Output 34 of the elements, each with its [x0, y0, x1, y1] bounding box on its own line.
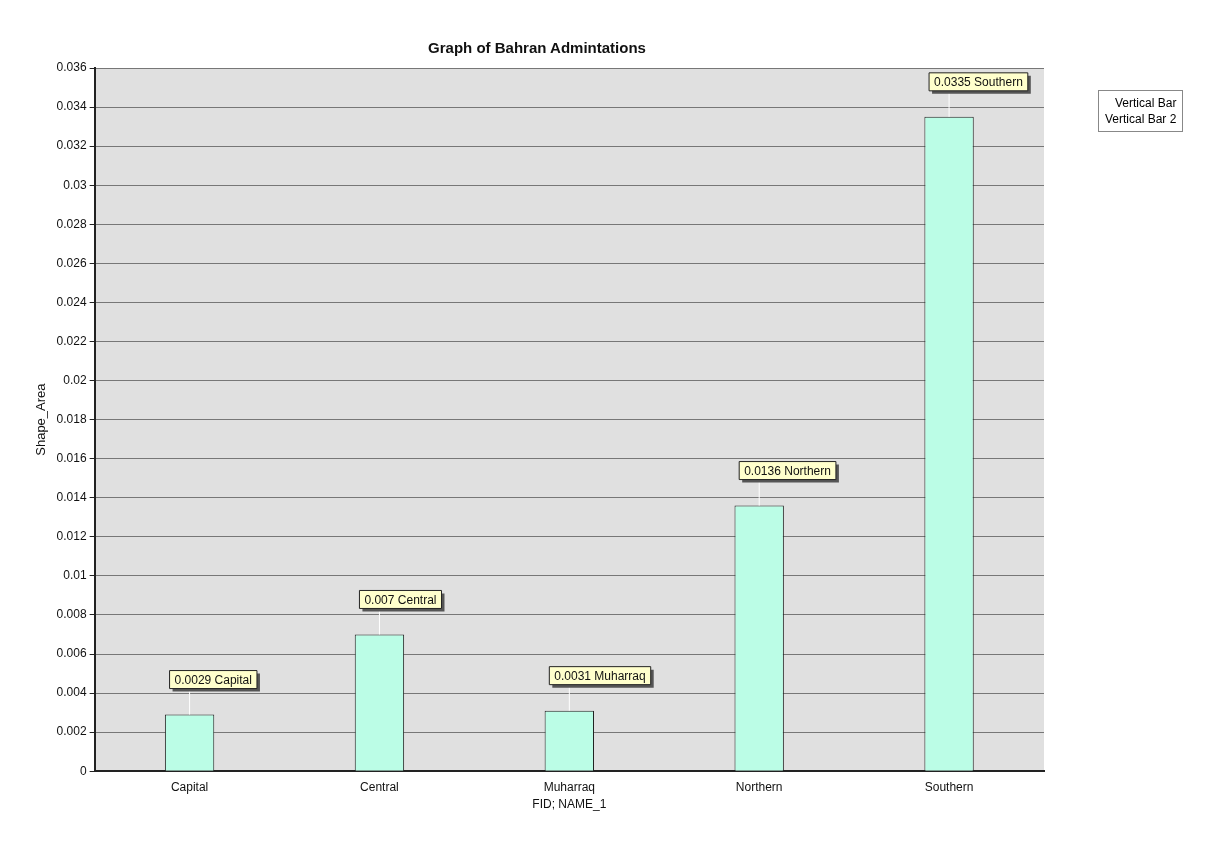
y-tick-label: 0.02	[63, 372, 87, 387]
y-tick-label: 0.03	[63, 177, 87, 192]
y-tick-label: 0.004	[56, 685, 87, 700]
y-tick-label: 0.028	[56, 216, 87, 231]
chart-title: Graph of Bahran Admintations	[428, 39, 646, 57]
y-tick-label: 0.012	[56, 529, 87, 544]
y-tick-label: 0.024	[56, 294, 87, 309]
x-tick-label: Southern	[924, 779, 974, 794]
y-tick-label: 0.002	[56, 724, 87, 739]
y-tick-label: 0.014	[56, 490, 87, 505]
y-tick-label: 0.022	[56, 333, 87, 348]
y-axis-title: Shape_Area	[33, 382, 49, 456]
data-label: 0.0029 Capital	[174, 672, 252, 687]
y-tick-label: 0.032	[56, 138, 87, 153]
data-label: 0.007 Central	[364, 592, 437, 607]
y-tick-label: 0.034	[56, 99, 87, 114]
x-axis-title: FID; NAME_1	[532, 797, 607, 812]
text: Vertical Bar 2	[1105, 111, 1177, 127]
y-tick-label: 0.006	[56, 646, 87, 661]
x-tick-label: Capital	[170, 779, 209, 794]
y-tick-label: 0.008	[56, 607, 87, 622]
y-tick-label: 0	[79, 763, 87, 778]
x-tick-label: Northern	[735, 779, 783, 794]
x-tick-label: Central	[360, 779, 399, 794]
y-tick-label: 0.018	[56, 411, 87, 426]
y-tick-label: 0.01	[63, 568, 87, 583]
x-tick-label: Muharraq	[543, 779, 595, 794]
y-tick-label: 0.036	[56, 60, 87, 75]
data-label: 0.0136 Northern	[744, 463, 831, 478]
y-tick-label: 0.016	[56, 450, 87, 465]
data-label: 0.0031 Muharraq	[554, 668, 646, 683]
text: Vertical Bar	[1114, 95, 1177, 111]
y-tick-label: 0.026	[56, 255, 87, 270]
data-label: 0.0335 Southern	[934, 75, 1023, 90]
